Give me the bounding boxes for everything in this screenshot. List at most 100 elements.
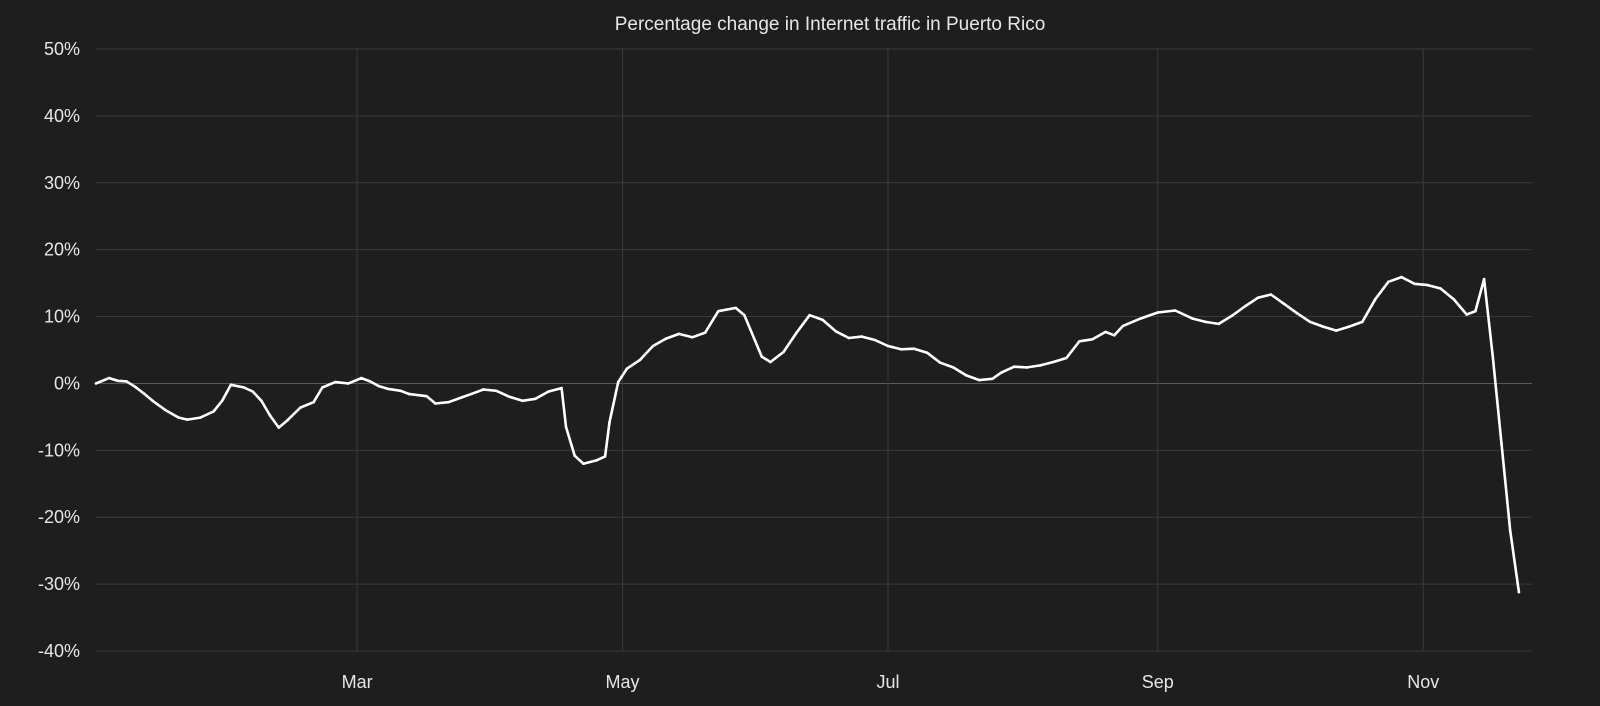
data-point [460,396,463,399]
data-point [268,414,272,417]
data-point [1121,324,1125,328]
data-point [1465,313,1468,316]
data-point [94,382,98,385]
data-point [151,399,154,403]
data-point [1439,287,1442,290]
data-point [1361,320,1364,324]
data-point [260,399,263,403]
data-point [495,389,498,393]
data-point [1191,317,1194,320]
x-tick-label: Sep [1142,672,1174,692]
data-point [703,331,707,334]
data-point [1269,293,1273,296]
data-point [808,313,811,317]
data-point [107,376,111,380]
chart-title: Percentage change in Internet traffic in… [615,14,1046,35]
data-point [978,378,981,382]
data-point [1113,334,1116,337]
data-point [564,425,568,429]
data-point [1156,311,1160,314]
data-point [521,399,524,403]
data-point [1052,360,1055,364]
data-point [886,344,890,348]
data-point [999,371,1003,375]
data-point [991,377,994,381]
y-tick-label: -30% [38,574,80,594]
data-point [434,402,437,405]
data-point [312,400,315,404]
data-point [899,348,903,351]
data-point [1282,302,1286,306]
data-point [690,336,694,339]
data-point [834,330,838,333]
data-point [664,337,668,340]
data-point [277,426,281,429]
data-point [482,388,485,391]
series-line [94,275,1521,594]
data-point [125,380,128,383]
x-tick-label: Jul [876,672,899,692]
data-point [608,420,611,424]
y-tick-label: 30% [44,173,80,193]
data-point [534,397,537,401]
data-point [1413,282,1416,286]
y-tick-label: 50% [44,39,80,59]
data-point [473,391,476,395]
data-point [677,332,681,336]
data-point [334,380,337,384]
grid [96,48,1532,652]
data-point [573,454,576,458]
data-point [1374,297,1377,301]
data-point [368,380,372,383]
data-point [1308,320,1312,324]
axes: 50% 40% 30% 20% 10% 0% -10% -20% -30% -40% Mar May J… [38,39,1439,692]
data-point [229,383,233,387]
data-point [1334,329,1338,332]
data-point [782,350,785,354]
data-point [116,379,120,383]
data-point [795,331,798,334]
data-point [408,392,411,396]
data-point [547,390,550,393]
data-point [212,410,215,413]
data-point [142,392,146,395]
data-point [1517,590,1521,594]
x-tick-label: Nov [1407,672,1439,692]
data-point [925,351,929,355]
y-tick-label: -10% [38,440,80,460]
data-point [1025,366,1029,369]
data-point [951,366,955,369]
data-point [220,399,224,403]
data-point [1295,311,1299,315]
y-tick-label: 40% [44,106,80,126]
data-point [1347,325,1351,328]
data-point [1173,309,1177,312]
data-point [1204,320,1207,324]
data-point [1065,356,1068,360]
data-point [743,313,746,317]
data-point [321,386,324,389]
data-point [860,335,864,338]
data-point [399,389,402,393]
data-point [912,347,916,351]
data-point [1091,338,1094,341]
data-point [717,309,720,313]
y-tick-label: 10% [44,307,80,327]
data-point [560,386,563,390]
series [94,275,1521,594]
data-point [1230,314,1233,318]
data-point [1078,340,1081,343]
data-point [1217,322,1220,326]
data-point [821,318,824,322]
data-point [425,394,429,398]
data-point [638,358,642,362]
data-point [386,387,389,391]
data-point [1039,364,1042,367]
data-point [769,360,772,364]
data-point [1139,317,1142,320]
data-point [377,384,381,388]
data-point [447,400,450,404]
data-point [873,338,877,342]
data-point [1508,529,1512,532]
